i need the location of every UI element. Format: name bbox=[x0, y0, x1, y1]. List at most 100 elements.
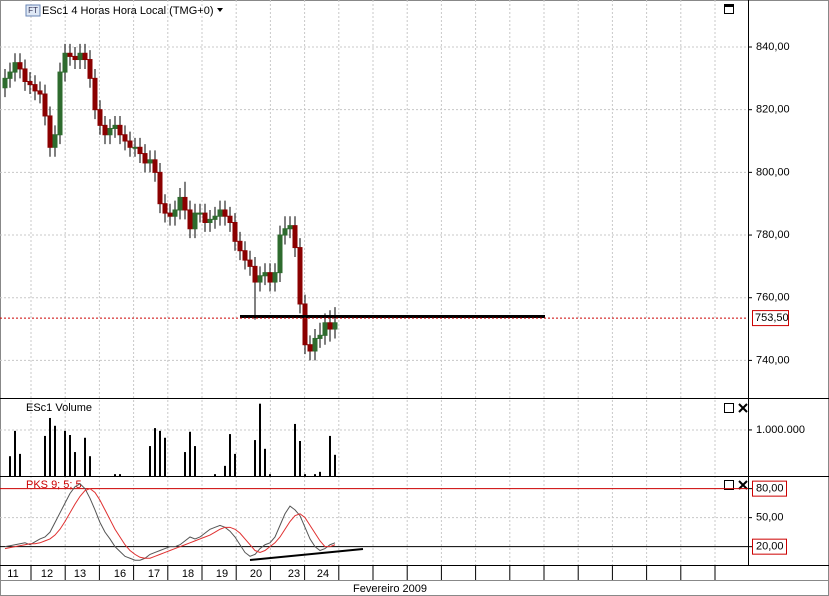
volume-bar bbox=[314, 474, 316, 476]
oscillator-line bbox=[4, 483, 336, 561]
volume-bar bbox=[84, 437, 86, 476]
candle-body bbox=[47, 115, 53, 148]
last-price-label: 753,50 bbox=[755, 312, 789, 324]
y-tick-label: 780,00 bbox=[756, 229, 790, 241]
candle-body bbox=[152, 159, 158, 173]
volume-bar bbox=[329, 435, 331, 476]
last-price-box bbox=[752, 310, 789, 327]
y-tick-label: 80,00 bbox=[756, 483, 784, 495]
candle-body bbox=[182, 196, 188, 211]
volume-bar bbox=[304, 474, 306, 476]
candle-body bbox=[302, 303, 308, 346]
candle-body bbox=[252, 265, 258, 283]
y-tick-label: 840,00 bbox=[756, 41, 790, 53]
candle-body bbox=[312, 337, 318, 352]
y-tick-label: 800,00 bbox=[756, 166, 790, 178]
candle-body bbox=[202, 212, 208, 224]
tick-label-box bbox=[752, 538, 787, 555]
candle-body bbox=[242, 250, 248, 261]
candle-body bbox=[197, 212, 203, 215]
volume-bar bbox=[64, 430, 66, 476]
volume-bar bbox=[234, 453, 236, 476]
chart-title[interactable]: ESc1 4 Horas Hora Local (TMG+0) bbox=[42, 5, 213, 17]
candle-body bbox=[272, 272, 278, 283]
oscillator-line bbox=[4, 488, 336, 559]
candle-body bbox=[257, 275, 263, 283]
candle-body bbox=[187, 209, 193, 230]
candle-body bbox=[207, 218, 213, 224]
candle-body bbox=[82, 52, 88, 61]
y-tick-label: 50,00 bbox=[756, 512, 784, 524]
volume-bar bbox=[49, 417, 51, 476]
candle-body bbox=[87, 59, 93, 79]
y-tick-label: 820,00 bbox=[756, 104, 790, 116]
x-tick-label: 16 bbox=[114, 568, 126, 580]
candle-body bbox=[332, 322, 338, 330]
x-tick-label: 12 bbox=[41, 568, 53, 580]
volume-bar bbox=[114, 474, 116, 476]
candle-body bbox=[192, 212, 198, 230]
candle-body bbox=[52, 134, 58, 148]
x-tick-label: 23 bbox=[288, 568, 300, 580]
candle-body bbox=[72, 55, 78, 61]
candle-body bbox=[167, 212, 173, 217]
candle-body bbox=[267, 272, 273, 283]
candle-body bbox=[92, 77, 98, 111]
candle-body bbox=[222, 209, 228, 217]
dropdown-arrow[interactable] bbox=[217, 8, 223, 12]
volume-bar bbox=[254, 440, 256, 476]
candle-body bbox=[307, 344, 313, 352]
x-axis-title: Fevereiro 2009 bbox=[353, 583, 427, 595]
maximize-button[interactable] bbox=[724, 403, 734, 413]
candle-body bbox=[142, 153, 148, 164]
candle-body bbox=[132, 146, 138, 149]
close-button[interactable] bbox=[738, 403, 748, 413]
volume-bar bbox=[14, 430, 16, 476]
candle-body bbox=[107, 127, 113, 136]
candle-body bbox=[7, 71, 13, 79]
candle-body bbox=[232, 222, 238, 242]
candle-body bbox=[102, 124, 108, 136]
volume-bar bbox=[44, 435, 46, 476]
candle-body bbox=[227, 215, 233, 224]
volume-bar bbox=[164, 437, 166, 476]
volume-bar bbox=[69, 435, 71, 476]
candle-body bbox=[162, 203, 168, 214]
candle-body bbox=[292, 225, 298, 249]
y-tick-label: 760,00 bbox=[756, 292, 790, 304]
candle-body bbox=[317, 334, 323, 339]
close-button[interactable] bbox=[738, 480, 748, 490]
marks: 740,00 760,00 780,00 800,00 820,00 840,00 753,… bbox=[0, 41, 805, 580]
candle-body bbox=[212, 215, 218, 220]
panel-title: ESc1 Volume bbox=[26, 402, 92, 414]
volume-bar bbox=[154, 428, 156, 476]
candle-body bbox=[157, 171, 163, 205]
maximize-button[interactable] bbox=[724, 480, 734, 490]
candle-body bbox=[177, 196, 183, 211]
volume-bar bbox=[149, 446, 151, 476]
volume-bar bbox=[194, 446, 196, 476]
candle-body bbox=[97, 109, 103, 126]
volume-bar bbox=[119, 474, 121, 476]
trend-line bbox=[249, 548, 364, 561]
maximize-button[interactable] bbox=[724, 4, 734, 14]
candle-body bbox=[137, 146, 143, 155]
x-tick-label: 17 bbox=[148, 568, 160, 580]
candle-body bbox=[17, 62, 23, 70]
volume-bar bbox=[214, 474, 216, 476]
volume-bar bbox=[264, 448, 266, 476]
x-tick-label: 13 bbox=[74, 568, 86, 580]
y-tick-label: 1.000.000 bbox=[756, 424, 805, 436]
candle-body bbox=[247, 259, 253, 267]
background-grid bbox=[0, 0, 748, 580]
volume-bar bbox=[54, 425, 56, 476]
candle-body bbox=[277, 234, 283, 274]
candle-body bbox=[67, 52, 73, 57]
volume-bar bbox=[299, 440, 301, 476]
candle-body bbox=[282, 228, 288, 236]
candle-body bbox=[57, 71, 63, 136]
candle-body bbox=[322, 322, 328, 336]
candle-body bbox=[122, 134, 128, 142]
badge-box bbox=[25, 4, 41, 17]
